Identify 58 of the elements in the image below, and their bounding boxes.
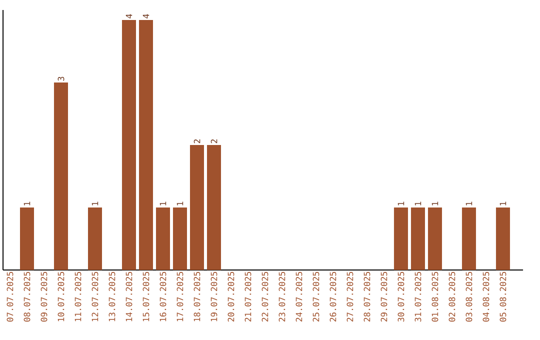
- bar: [206, 145, 221, 270]
- data-label: 1: [398, 202, 404, 206]
- bar: [122, 20, 136, 270]
- x-tick-label: 25.07.2025: [312, 272, 320, 322]
- x-tick-label: 05.08.2025: [500, 272, 506, 322]
- x-tick-label: 02.08.2025: [448, 272, 456, 322]
- x-tick-label: 01.08.2025: [432, 272, 438, 322]
- x-tick-label: 30.07.2025: [398, 272, 404, 322]
- x-tick-label: 26.07.2025: [330, 272, 336, 322]
- x-tick-label: 23.07.2025: [278, 272, 286, 322]
- data-label: 1: [92, 202, 98, 206]
- data-label: 3: [58, 76, 64, 81]
- x-tick-label: 14.07.2025: [126, 272, 132, 322]
- x-tick-label: 28.07.2025: [364, 272, 370, 322]
- data-label: 1: [432, 202, 438, 206]
- x-tick-label: 22.07.2025: [262, 272, 268, 322]
- data-label: 1: [176, 202, 184, 206]
- x-tick-label: 20.07.2025: [228, 272, 234, 322]
- bar: [172, 208, 187, 270]
- bar: [88, 208, 102, 270]
- bar: [428, 208, 442, 270]
- x-tick-label: 07.07.2025: [6, 272, 14, 322]
- x-tick-label: 17.07.2025: [176, 272, 184, 322]
- x-tick-label: 10.07.2025: [58, 272, 64, 322]
- data-label: 1: [500, 202, 506, 206]
- data-label: 1: [414, 202, 422, 206]
- x-tick-label: 11.07.2025: [74, 272, 82, 322]
- bar: [462, 208, 476, 270]
- x-tick-label: 15.07.2025: [142, 272, 150, 322]
- data-label: 1: [160, 202, 166, 206]
- data-label: 2: [210, 139, 218, 144]
- bar: [54, 82, 68, 270]
- x-tick-label: 12.07.2025: [92, 272, 98, 322]
- bar: [190, 145, 204, 270]
- bar: [394, 208, 408, 270]
- x-tick-label: 09.07.2025: [40, 272, 48, 322]
- x-tick-label: 24.07.2025: [296, 272, 302, 322]
- bar: [156, 208, 170, 270]
- x-tick-label: 19.07.2025: [210, 272, 218, 322]
- x-tick-label: 31.07.2025: [414, 272, 422, 322]
- x-tick-label: 21.07.2025: [244, 272, 252, 322]
- data-label: 4: [126, 14, 132, 18]
- bar: [496, 208, 510, 270]
- bar: [20, 208, 34, 270]
- bar: [410, 208, 425, 270]
- x-tick-label: 04.08.2025: [482, 272, 490, 322]
- x-tick-label: 27.07.2025: [346, 272, 354, 322]
- data-label: 1: [466, 202, 472, 206]
- x-tick-label: 13.07.2025: [108, 272, 116, 322]
- x-tick-label: 18.07.2025: [194, 272, 200, 322]
- data-label: 2: [194, 139, 200, 144]
- x-tick-label: 29.07.2025: [380, 272, 388, 322]
- bar: [138, 20, 153, 270]
- data-label: 1: [24, 202, 30, 206]
- data-label: 4: [142, 14, 150, 18]
- x-tick-label: 16.07.2025: [160, 272, 166, 322]
- x-tick-label: 03.08.2025: [466, 272, 472, 322]
- x-tick-label: 08.07.2025: [24, 272, 30, 322]
